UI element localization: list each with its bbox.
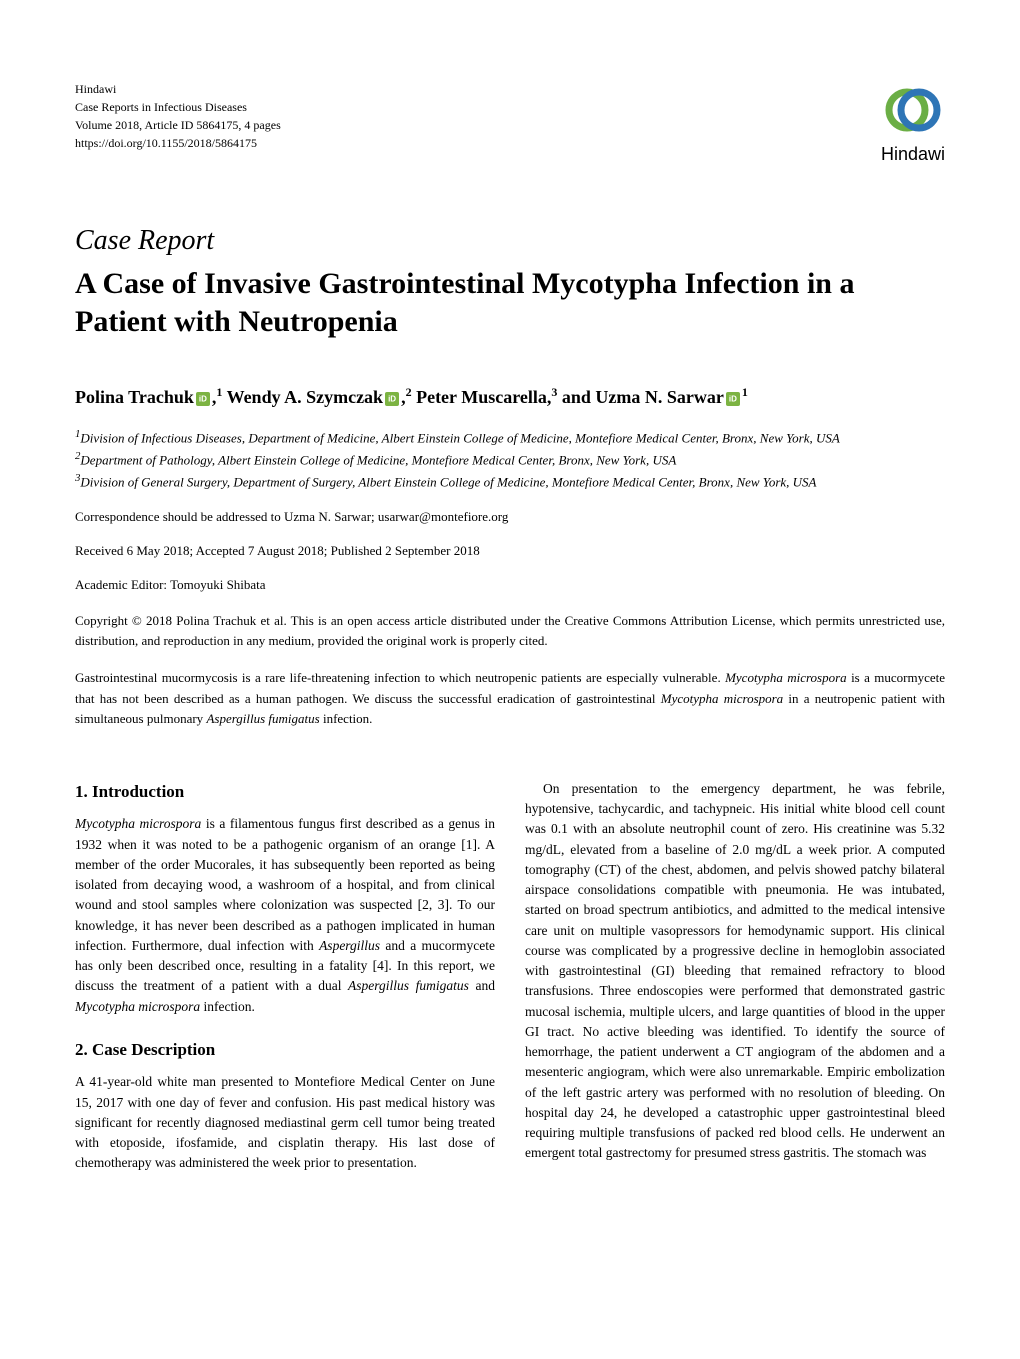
header-block: Hindawi Case Reports in Infectious Disea…: [75, 80, 945, 165]
author-2: Wendy A. Szymczak: [227, 387, 384, 407]
abstract: Gastrointestinal mucormycosis is a rare …: [75, 668, 945, 728]
left-column: 1. Introduction Mycotypha microspora is …: [75, 779, 495, 1174]
intro-em3: Aspergillus fumigatus: [348, 978, 469, 993]
affiliation-3: 3Division of General Surgery, Department…: [75, 470, 945, 492]
right-column: On presentation to the emergency departm…: [525, 779, 945, 1174]
abstract-s7: infection.: [320, 711, 373, 726]
affiliation-1: 1Division of Infectious Diseases, Depart…: [75, 426, 945, 448]
affiliation-1-text: Division of Infectious Diseases, Departm…: [80, 430, 839, 445]
orcid-icon[interactable]: [726, 392, 740, 406]
publisher-logo: Hindawi: [881, 80, 945, 165]
intro-t4: infection.: [200, 999, 255, 1014]
intro-em1: Mycotypha microspora: [75, 816, 201, 831]
publisher-name: Hindawi: [75, 80, 281, 98]
affiliation-2-text: Department of Pathology, Albert Einstein…: [80, 452, 676, 467]
abstract-em2: Mycotypha microspora: [661, 691, 783, 706]
abstract-em3: Aspergillus fumigatus: [206, 711, 319, 726]
copyright-notice: Copyright © 2018 Polina Trachuk et al. T…: [75, 611, 945, 650]
volume-info: Volume 2018, Article ID 5864175, 4 pages: [75, 116, 281, 134]
correspondence: Correspondence should be addressed to Uz…: [75, 509, 945, 525]
author-3-sup: 3: [551, 385, 557, 399]
introduction-heading: 1. Introduction: [75, 779, 495, 805]
academic-editor: Academic Editor: Tomoyuki Shibata: [75, 577, 945, 593]
affiliation-2: 2Department of Pathology, Albert Einstei…: [75, 448, 945, 470]
journal-name: Case Reports in Infectious Diseases: [75, 98, 281, 116]
author-1: Polina Trachuk: [75, 387, 194, 407]
affiliation-3-text: Division of General Surgery, Department …: [80, 474, 816, 489]
intro-t3: and: [469, 978, 495, 993]
orcid-icon[interactable]: [196, 392, 210, 406]
author-4: and Uzma N. Sarwar: [562, 387, 724, 407]
affiliations: 1Division of Infectious Diseases, Depart…: [75, 426, 945, 491]
journal-info: Hindawi Case Reports in Infectious Disea…: [75, 80, 281, 152]
introduction-paragraph: Mycotypha microspora is a filamentous fu…: [75, 814, 495, 1017]
case-paragraph-2: On presentation to the emergency departm…: [525, 779, 945, 1164]
author-4-sup: 1: [742, 385, 748, 399]
abstract-s1: Gastrointestinal mucormycosis is a rare …: [75, 670, 725, 685]
publication-dates: Received 6 May 2018; Accepted 7 August 2…: [75, 543, 945, 559]
author-2-sup: 2: [406, 385, 412, 399]
author-3: Peter Muscarella,: [416, 387, 551, 407]
body-columns: 1. Introduction Mycotypha microspora is …: [75, 779, 945, 1174]
abstract-em1: Mycotypha microspora: [725, 670, 847, 685]
case-paragraph-1: A 41-year-old white man presented to Mon…: [75, 1072, 495, 1173]
hindawi-logo-icon: [883, 80, 943, 140]
article-type: Case Report: [75, 225, 945, 257]
intro-t1: is a filamentous fungus first described …: [75, 816, 495, 953]
doi-link[interactable]: https://doi.org/10.1155/2018/5864175: [75, 134, 281, 152]
orcid-icon[interactable]: [385, 392, 399, 406]
case-description-heading: 2. Case Description: [75, 1037, 495, 1063]
authors-list: Polina Trachuk,1 Wendy A. Szymczak,2 Pet…: [75, 385, 945, 408]
intro-em4: Mycotypha microspora: [75, 999, 200, 1014]
publisher-logo-text: Hindawi: [881, 144, 945, 165]
article-title: A Case of Invasive Gastrointestinal Myco…: [75, 265, 945, 340]
intro-em2: Aspergillus: [319, 938, 380, 953]
author-1-sup: 1: [216, 385, 222, 399]
